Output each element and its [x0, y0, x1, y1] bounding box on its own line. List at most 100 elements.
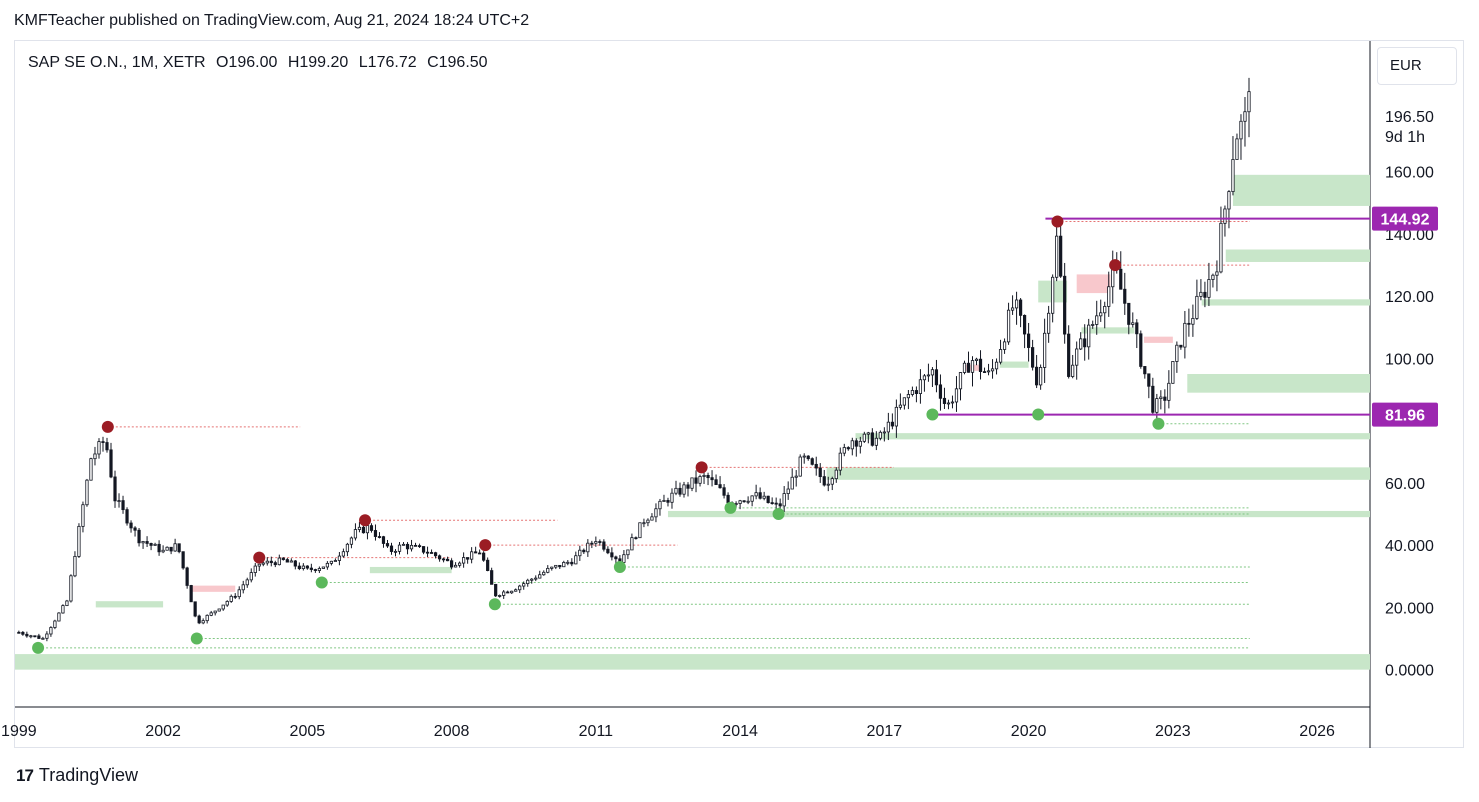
candle-body[interactable]: [245, 579, 249, 586]
candle-body[interactable]: [333, 560, 338, 562]
candle-body[interactable]: [886, 421, 890, 433]
candle-body[interactable]: [474, 551, 478, 554]
candle-body[interactable]: [341, 551, 346, 557]
candle-body[interactable]: [409, 544, 414, 550]
candle-body[interactable]: [385, 543, 390, 547]
candle-body[interactable]: [554, 564, 558, 568]
candle-body[interactable]: [41, 637, 45, 640]
candle-body[interactable]: [646, 519, 650, 524]
candle-body[interactable]: [73, 555, 77, 577]
candle-body[interactable]: [105, 442, 109, 451]
candle-body[interactable]: [1175, 344, 1179, 362]
candle-body[interactable]: [101, 441, 105, 443]
candle-body[interactable]: [910, 390, 915, 395]
candle-body[interactable]: [1243, 111, 1247, 122]
candle-body[interactable]: [702, 474, 706, 477]
candle-body[interactable]: [1203, 291, 1207, 298]
candle-body[interactable]: [221, 604, 225, 610]
candle-body[interactable]: [770, 502, 774, 504]
candle-body[interactable]: [858, 440, 862, 447]
candle-body[interactable]: [261, 562, 265, 565]
candle-body[interactable]: [718, 484, 722, 489]
candle-body[interactable]: [277, 557, 281, 566]
candle-body[interactable]: [1010, 307, 1015, 311]
candle-body[interactable]: [213, 610, 217, 614]
candle-body[interactable]: [369, 525, 374, 531]
candle-body[interactable]: [610, 552, 614, 558]
candle-body[interactable]: [938, 384, 943, 399]
candle-body[interactable]: [69, 575, 73, 602]
candle-body[interactable]: [486, 559, 490, 571]
candle-body[interactable]: [297, 565, 301, 569]
candle-body[interactable]: [209, 612, 213, 616]
candle-body[interactable]: [1211, 274, 1215, 280]
candle-body[interactable]: [914, 390, 919, 394]
candle-body[interactable]: [381, 536, 386, 544]
candle-body[interactable]: [53, 620, 57, 628]
candle-body[interactable]: [826, 483, 830, 486]
candle-body[interactable]: [834, 469, 838, 480]
candle-body[interactable]: [1227, 191, 1231, 210]
candle-body[interactable]: [1239, 120, 1243, 140]
candle-body[interactable]: [986, 370, 991, 373]
candle-body[interactable]: [1191, 318, 1195, 325]
candle-body[interactable]: [698, 476, 702, 484]
candle-body[interactable]: [1143, 366, 1147, 375]
candle-body[interactable]: [397, 544, 402, 552]
candle-body[interactable]: [494, 583, 498, 597]
candle-body[interactable]: [854, 440, 858, 447]
candle-body[interactable]: [998, 349, 1003, 363]
candle-body[interactable]: [1091, 324, 1095, 326]
candle-body[interactable]: [874, 437, 878, 446]
candle-body[interactable]: [1014, 299, 1019, 309]
candle-body[interactable]: [574, 555, 578, 565]
candle-body[interactable]: [273, 562, 277, 566]
candle-body[interactable]: [425, 551, 430, 554]
candle-body[interactable]: [337, 555, 342, 561]
candle-body[interactable]: [1027, 333, 1031, 348]
candle-body[interactable]: [1039, 367, 1043, 386]
candle-body[interactable]: [1087, 324, 1091, 348]
candle-body[interactable]: [329, 560, 333, 564]
candle-body[interactable]: [470, 551, 474, 560]
candle-body[interactable]: [778, 503, 782, 507]
candle-body[interactable]: [205, 614, 209, 622]
candle-body[interactable]: [429, 552, 434, 554]
candle-body[interactable]: [1139, 333, 1143, 367]
candle-body[interactable]: [922, 375, 927, 381]
candle-body[interactable]: [133, 527, 137, 531]
candle-body[interactable]: [1171, 361, 1175, 384]
candle-body[interactable]: [365, 525, 370, 534]
candle-body[interactable]: [1151, 385, 1155, 413]
candle-body[interactable]: [510, 590, 514, 594]
candle-body[interactable]: [1035, 366, 1039, 386]
candle-body[interactable]: [1223, 208, 1227, 224]
candle-body[interactable]: [269, 560, 273, 564]
candle-body[interactable]: [1135, 322, 1139, 335]
candle-body[interactable]: [906, 394, 910, 399]
candle-body[interactable]: [233, 595, 237, 598]
candle-body[interactable]: [257, 563, 261, 567]
candle-body[interactable]: [598, 541, 602, 543]
candle-body[interactable]: [289, 560, 293, 563]
candle-body[interactable]: [890, 421, 894, 427]
candle-body[interactable]: [458, 562, 462, 566]
candle-body[interactable]: [1219, 222, 1223, 273]
candle-body[interactable]: [229, 595, 233, 602]
candle-body[interactable]: [433, 552, 438, 557]
candle-body[interactable]: [950, 401, 955, 404]
candle-body[interactable]: [21, 631, 25, 635]
candle-body[interactable]: [686, 484, 690, 489]
candle-body[interactable]: [1075, 348, 1079, 366]
candle-body[interactable]: [506, 591, 510, 594]
candle-body[interactable]: [353, 529, 358, 539]
candle-body[interactable]: [141, 541, 145, 544]
candle-body[interactable]: [181, 551, 185, 569]
candle-body[interactable]: [542, 571, 546, 576]
candle-body[interactable]: [25, 633, 29, 637]
candle-body[interactable]: [1047, 312, 1051, 334]
candle-body[interactable]: [373, 530, 378, 537]
candle-body[interactable]: [722, 487, 726, 496]
candle-body[interactable]: [393, 550, 398, 553]
candle-body[interactable]: [522, 583, 526, 587]
